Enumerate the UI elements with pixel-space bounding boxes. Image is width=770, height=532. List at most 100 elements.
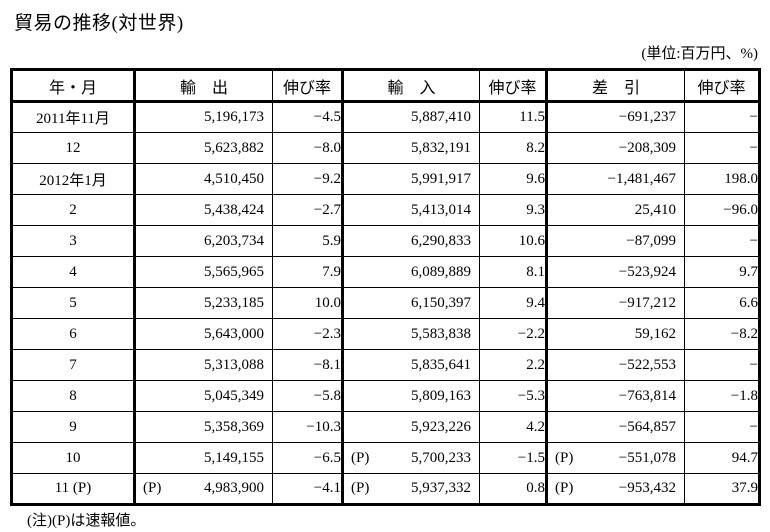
import-cell: 6,089,889	[341, 256, 480, 288]
value-text: −208,309	[618, 139, 676, 156]
balance-growth-cell: 198.0	[684, 163, 760, 195]
import-growth-cell: −5.3	[479, 380, 547, 412]
value-text: 5,835,641	[411, 356, 471, 373]
value-text: 5,045,349	[204, 387, 264, 404]
balance-growth-cell: −96.0	[684, 194, 760, 226]
export-cell: 5,313,088	[133, 349, 273, 381]
balance-cell: 59,162	[545, 318, 685, 350]
import-cell: 6,150,397	[341, 287, 480, 319]
page-title: 貿易の推移(対世界)	[14, 13, 184, 34]
trade-table: 年・月輸 出伸び率輸 入伸び率差 引伸び率 2011年11月 5,196,173−…	[10, 68, 761, 506]
balance-cell: 25,410	[545, 194, 685, 226]
balance-growth-cell: −	[684, 132, 760, 164]
import-cell: 5,832,191	[341, 132, 480, 164]
balance-growth-cell: 6.6	[684, 287, 760, 319]
export-cell: 4,510,450	[133, 163, 273, 195]
value-text: −1,481,467	[607, 170, 676, 187]
value-text: 5,313,088	[204, 356, 264, 373]
export-growth-cell: −2.7	[272, 194, 343, 226]
value-text: 4,983,900	[204, 480, 264, 496]
preliminary-mark: (P)	[555, 449, 574, 466]
value-text: 6,150,397	[411, 294, 471, 311]
value-text: 5,583,838	[411, 325, 471, 342]
export-growth-cell: −4.1	[272, 473, 343, 505]
export-growth-cell: −2.3	[272, 318, 343, 350]
table-row: 5 5,233,185 10.0 6,150,397 9.4 −917,212 6.6	[11, 287, 760, 319]
value-text: 5,413,014	[411, 201, 471, 218]
import-growth-cell: 0.8	[479, 473, 547, 505]
preliminary-mark: (P)	[143, 480, 162, 496]
export-growth-cell: −9.2	[272, 163, 343, 195]
period-cell: 10	[11, 442, 135, 474]
export-cell: (P) 4,983,900	[133, 473, 273, 505]
table-row: 11 (P) (P) 4,983,900 −4.1 (P) 5,937,332 0.8 (P)…	[11, 473, 760, 505]
export-growth-cell: −4.5	[272, 101, 343, 133]
balance-cell: (P) −551,078	[545, 442, 685, 474]
value-text: 5,233,185	[204, 294, 264, 311]
period-cell: 7	[11, 349, 135, 381]
value-text: 5,887,410	[411, 109, 471, 125]
footnote: (注)(P)は速報値。	[27, 513, 146, 529]
export-growth-cell: −10.3	[272, 411, 343, 443]
period-cell: 9	[11, 411, 135, 443]
import-growth-cell: 10.6	[479, 225, 547, 257]
period-cell: 2012年1月	[11, 163, 135, 195]
value-text: −917,212	[618, 294, 676, 311]
export-cell: 5,358,369	[133, 411, 273, 443]
value-text: 5,196,173	[204, 109, 264, 125]
import-growth-cell: 9.4	[479, 287, 547, 319]
export-growth-cell: −5.8	[272, 380, 343, 412]
value-text: 5,809,163	[411, 387, 471, 404]
period-cell: 8	[11, 380, 135, 412]
column-header: 伸び率	[272, 69, 343, 102]
table-row: 7 5,313,088 −8.1 5,835,641 2.2 −522,553−	[11, 349, 760, 381]
column-header: 年・月	[11, 69, 135, 102]
balance-cell: −1,481,467	[545, 163, 685, 195]
export-cell: 5,643,000	[133, 318, 273, 350]
export-cell: 5,565,965	[133, 256, 273, 288]
table-header-row: 年・月輸 出伸び率輸 入伸び率差 引伸び率	[11, 69, 760, 102]
period-cell: 3	[11, 225, 135, 257]
balance-cell: −87,099	[545, 225, 685, 257]
export-growth-cell: 5.9	[272, 225, 343, 257]
table-row: 8 5,045,349 −5.8 5,809,163 −5.3 −763,814 −1.8	[11, 380, 760, 412]
balance-growth-cell: −1.8	[684, 380, 760, 412]
balance-growth-cell: 37.9	[684, 473, 760, 505]
import-growth-cell: 11.5	[479, 101, 547, 133]
export-growth-cell: −6.5	[272, 442, 343, 474]
balance-cell: −523,924	[545, 256, 685, 288]
value-text: −953,432	[618, 480, 676, 496]
export-growth-cell: −8.0	[272, 132, 343, 164]
table-row: 12 5,623,882 −8.0 5,832,191 8.2 −208,309−	[11, 132, 760, 164]
import-growth-cell: −2.2	[479, 318, 547, 350]
table-row: 2011年11月 5,196,173 −4.5 5,887,410 11.5 −691,2…	[11, 101, 760, 133]
export-cell: 5,233,185	[133, 287, 273, 319]
value-text: 5,358,369	[204, 418, 264, 435]
balance-growth-cell: −	[684, 349, 760, 381]
value-text: 5,923,226	[411, 418, 471, 435]
balance-growth-cell: 9.7	[684, 256, 760, 288]
trade-table-body: 2011年11月 5,196,173 −4.5 5,887,410 11.5 −691,2…	[11, 101, 760, 505]
import-cell: 5,991,917	[341, 163, 480, 195]
export-cell: 6,203,734	[133, 225, 273, 257]
preliminary-mark: (P)	[555, 480, 574, 496]
value-text: 5,643,000	[204, 325, 264, 342]
column-header: 伸び率	[479, 69, 547, 102]
export-growth-cell: −8.1	[272, 349, 343, 381]
balance-growth-cell: −	[684, 101, 760, 133]
balance-cell: −564,857	[545, 411, 685, 443]
balance-cell: −691,237	[545, 101, 685, 133]
export-growth-cell: 7.9	[272, 256, 343, 288]
export-cell: 5,045,349	[133, 380, 273, 412]
value-text: 5,623,882	[204, 139, 264, 156]
export-cell: 5,623,882	[133, 132, 273, 164]
export-growth-cell: 10.0	[272, 287, 343, 319]
value-text: 59,162	[634, 325, 676, 342]
value-text: 5,700,233	[411, 449, 471, 466]
table-row: 3 6,203,734 5.9 6,290,833 10.6 −87,099−	[11, 225, 760, 257]
value-text: 5,438,424	[204, 201, 264, 218]
preliminary-mark: (P)	[351, 449, 370, 466]
import-cell: 5,809,163	[341, 380, 480, 412]
period-cell: 2	[11, 194, 135, 226]
balance-growth-cell: −	[684, 411, 760, 443]
